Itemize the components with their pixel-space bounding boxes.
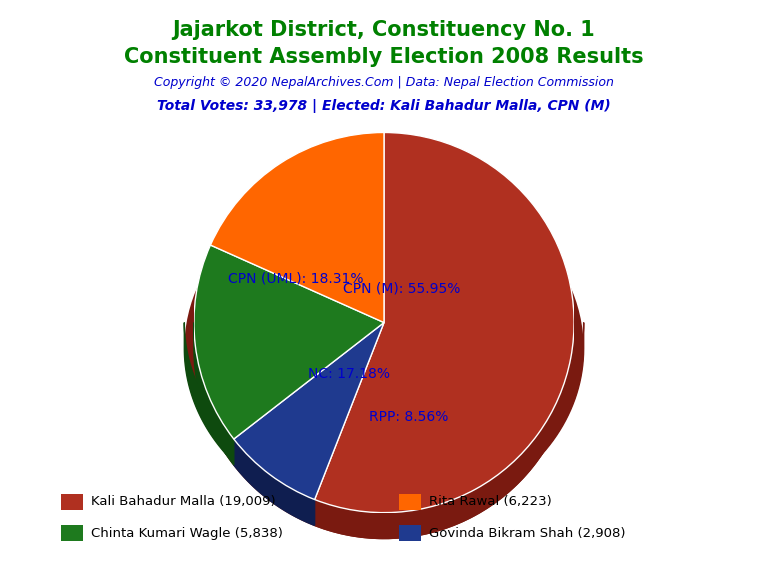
Text: RPP: 8.56%: RPP: 8.56% [369, 410, 448, 424]
Text: Total Votes: 33,978 | Elected: Kali Bahadur Malla, CPN (M): Total Votes: 33,978 | Elected: Kali Baha… [157, 99, 611, 113]
Text: Chinta Kumari Wagle (5,838): Chinta Kumari Wagle (5,838) [91, 527, 283, 540]
Polygon shape [194, 158, 574, 539]
Wedge shape [210, 132, 384, 323]
Polygon shape [233, 439, 315, 525]
Text: CPN (M): 55.95%: CPN (M): 55.95% [343, 282, 461, 295]
Polygon shape [315, 323, 574, 539]
Wedge shape [233, 323, 384, 499]
Polygon shape [311, 323, 584, 521]
Text: NC: 17.18%: NC: 17.18% [308, 367, 390, 381]
Wedge shape [315, 132, 574, 513]
Text: Copyright © 2020 NepalArchives.Com | Data: Nepal Election Commission: Copyright © 2020 NepalArchives.Com | Dat… [154, 76, 614, 89]
Wedge shape [194, 245, 384, 439]
Text: Constituent Assembly Election 2008 Results: Constituent Assembly Election 2008 Resul… [124, 47, 644, 67]
Polygon shape [227, 429, 311, 509]
Text: Rita Rawal (6,223): Rita Rawal (6,223) [429, 495, 551, 508]
Text: Kali Bahadur Malla (19,009): Kali Bahadur Malla (19,009) [91, 495, 275, 508]
Text: Jajarkot District, Constituency No. 1: Jajarkot District, Constituency No. 1 [173, 20, 595, 40]
Ellipse shape [184, 176, 584, 521]
Text: CPN (UML): 18.31%: CPN (UML): 18.31% [228, 271, 364, 285]
Polygon shape [184, 323, 227, 454]
Text: Govinda Bikram Shah (2,908): Govinda Bikram Shah (2,908) [429, 527, 625, 540]
Polygon shape [194, 323, 233, 465]
